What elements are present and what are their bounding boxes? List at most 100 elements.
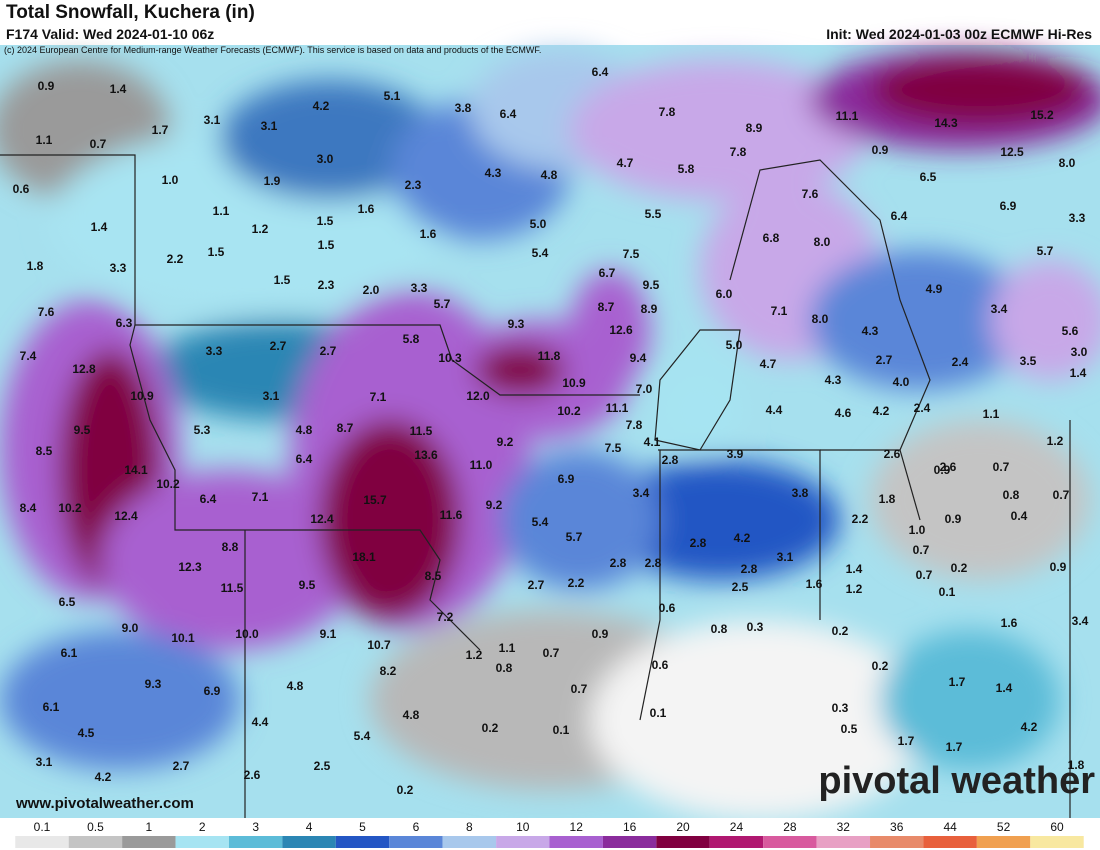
legend-label: 0.5 <box>87 820 104 834</box>
snowfall-label: 15.7 <box>363 493 387 507</box>
snowfall-label: 10.2 <box>557 404 581 418</box>
snowfall-label: 0.2 <box>872 659 889 673</box>
snowfall-label: 9.5 <box>643 278 660 292</box>
snowfall-label: 0.2 <box>482 721 499 735</box>
legend-swatch <box>870 836 924 848</box>
snowfall-label: 10.2 <box>156 477 180 491</box>
legend-swatch <box>335 836 390 848</box>
snowfall-label: 7.5 <box>605 441 622 455</box>
snowfall-label: 9.3 <box>145 677 162 691</box>
snowfall-label: 2.3 <box>318 278 335 292</box>
snowfall-label: 6.9 <box>1000 199 1017 213</box>
snowfall-label: 1.6 <box>1001 616 1018 630</box>
snowfall-label: 4.8 <box>403 708 420 722</box>
legend-swatch <box>602 836 657 848</box>
snowfall-label: 4.2 <box>734 531 751 545</box>
snowfall-label: 8.9 <box>641 302 658 316</box>
snowfall-label: 3.5 <box>1020 354 1037 368</box>
snowfall-label: 3.9 <box>727 447 744 461</box>
snowfall-label: 3.1 <box>777 550 794 564</box>
snowfall-label: 0.7 <box>571 682 588 696</box>
snowfall-label: 5.4 <box>532 515 549 529</box>
snowfall-label: 8.5 <box>425 569 442 583</box>
snowfall-label: 3.0 <box>1071 345 1088 359</box>
snowfall-label: 2.8 <box>741 562 758 576</box>
legend-label: 16 <box>623 820 637 834</box>
legend-label: 44 <box>943 820 957 834</box>
snowfall-label: 0.1 <box>553 723 570 737</box>
legend-swatch <box>68 836 123 848</box>
snowfall-label: 1.4 <box>846 562 863 576</box>
legend-label: 20 <box>676 820 690 834</box>
snowfall-label: 2.8 <box>690 536 707 550</box>
snowfall-label: 3.3 <box>206 344 223 358</box>
snowfall-label: 2.7 <box>876 353 893 367</box>
snowfall-label: 1.4 <box>110 82 127 96</box>
snowfall-label: 1.5 <box>318 238 335 252</box>
snowfall-label: 0.9 <box>1050 560 1067 574</box>
snowfall-label: 9.2 <box>486 498 503 512</box>
snowfall-label: 5.1 <box>384 89 401 103</box>
snowfall-label: 2.7 <box>173 759 190 773</box>
snowfall-label: 9.5 <box>299 578 316 592</box>
snowfall-label: 0.7 <box>90 137 107 151</box>
legend-label: 10 <box>516 820 530 834</box>
snowfall-label: 1.7 <box>898 734 915 748</box>
snowfall-label: 4.3 <box>825 373 842 387</box>
snowfall-label: 9.2 <box>497 435 514 449</box>
legend-label: 2 <box>199 820 206 834</box>
snowfall-label: 8.2 <box>380 664 397 678</box>
snowfall-label: 5.8 <box>403 332 420 346</box>
snowfall-label: 0.6 <box>652 658 669 672</box>
snowfall-label: 8.4 <box>20 501 37 515</box>
snowfall-label: 4.2 <box>95 770 112 784</box>
snowfall-label: 6.4 <box>200 492 217 506</box>
snowfall-label: 1.6 <box>806 577 823 591</box>
snowfall-label: 3.1 <box>261 119 278 133</box>
snowfall-label: 0.1 <box>939 585 956 599</box>
legend-swatch <box>923 836 977 848</box>
snowfall-label: 5.6 <box>1062 324 1079 338</box>
snowfall-label: 4.3 <box>862 324 879 338</box>
snowfall-label: 0.2 <box>832 624 849 638</box>
snowfall-label: 5.5 <box>645 207 662 221</box>
snowfall-label: 11.1 <box>836 109 859 123</box>
snowfall-label: 0.7 <box>916 568 933 582</box>
snowfall-label: 1.4 <box>1070 366 1087 380</box>
snowfall-label: 6.1 <box>61 646 78 660</box>
legend-swatch <box>389 836 443 848</box>
snowfall-label: 2.2 <box>167 252 184 266</box>
snowfall-label: 12.4 <box>114 509 138 523</box>
snowfall-label: 0.6 <box>13 182 30 196</box>
legend-label: 28 <box>783 820 797 834</box>
valid-time: F174 Valid: Wed 2024-01-10 06z <box>6 26 215 42</box>
snowfall-label: 8.8 <box>222 540 239 554</box>
snowfall-label: 2.7 <box>320 344 337 358</box>
snowfall-label: 6.8 <box>763 231 780 245</box>
snowfall-label: 9.3 <box>508 317 525 331</box>
snowfall-label: 10.9 <box>562 376 586 390</box>
snowfall-label: 1.9 <box>264 174 281 188</box>
legend-swatch <box>282 836 336 848</box>
legend-swatch <box>228 836 283 848</box>
snowfall-label: 10.7 <box>367 638 391 652</box>
snowfall-label: 3.4 <box>633 486 650 500</box>
snowfall-label: 15.2 <box>1030 108 1054 122</box>
credit: (c) 2024 European Centre for Medium-rang… <box>4 45 542 55</box>
snowfall-label: 2.8 <box>645 556 662 570</box>
snowfall-label: 4.1 <box>644 435 661 449</box>
snowfall-label: 2.2 <box>852 512 869 526</box>
snowfall-label: 7.0 <box>636 382 653 396</box>
snowfall-label: 3.8 <box>455 101 472 115</box>
snowfall-label: 4.8 <box>296 423 313 437</box>
snowfall-label: 3.8 <box>792 486 809 500</box>
snowfall-label: 2.7 <box>528 578 545 592</box>
snowfall-label: 0.7 <box>543 646 560 660</box>
snowfall-label: 7.8 <box>730 145 747 159</box>
snowfall-label: 4.9 <box>926 282 943 296</box>
snowfall-label: 0.3 <box>747 620 764 634</box>
snowfall-label: 0.9 <box>934 463 951 477</box>
snowfall-label: 1.2 <box>1047 434 1064 448</box>
snowfall-label: 0.8 <box>496 661 513 675</box>
snowfall-label: 6.3 <box>116 316 133 330</box>
